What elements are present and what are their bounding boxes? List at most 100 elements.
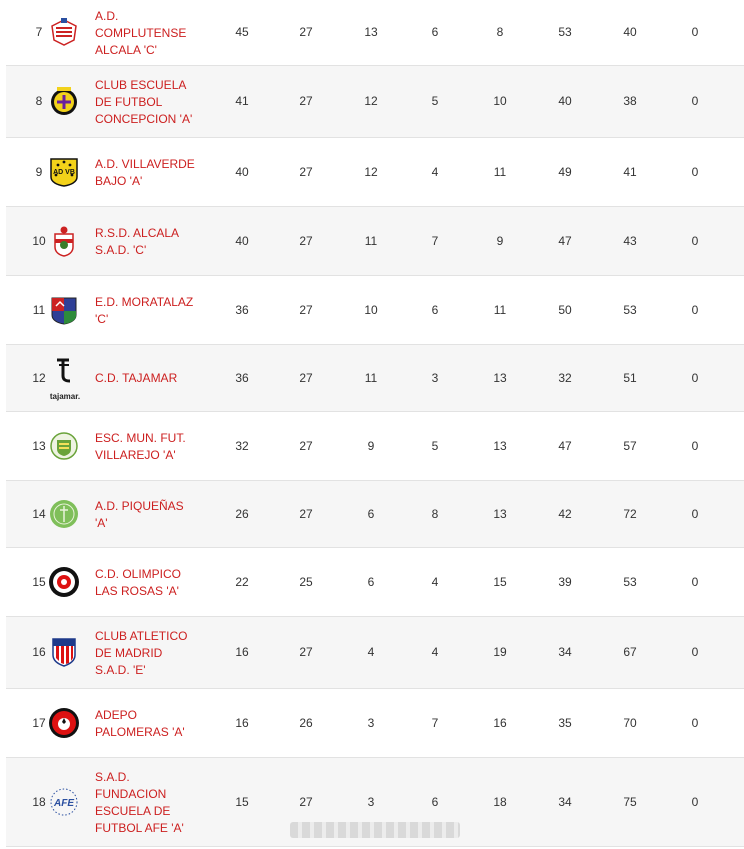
stat-cell-e: 6 (431, 302, 439, 317)
stat-cell-g: 3 (367, 715, 375, 730)
stat-cell-sanc: 0 (691, 94, 699, 108)
table-row: 13 ESC. MUN. FUT. VILLAREJO 'A' 32 27 9 5 13 47 5… (6, 412, 744, 481)
stat-cell-gf: 35 (558, 715, 572, 730)
stat-cell-gf: 47 (558, 233, 572, 248)
stat-cell-e: 6 (431, 794, 439, 809)
stat-cell-gc: 57 (623, 438, 637, 453)
stat-cell-g: 13 (364, 25, 378, 39)
stat-cell-p: 11 (493, 302, 507, 317)
team-name-line: CLUB ESCUELA (95, 77, 187, 92)
team-name-line: 'A' (95, 515, 108, 530)
team-name-link[interactable]: A.D. COMPLUTENSE ALCALA 'C' (95, 8, 203, 59)
stat-cell-p: 19 (493, 645, 507, 659)
stat-cell-gc: 40 (623, 25, 637, 39)
stat-cell-sanc: 0 (691, 715, 699, 730)
position-cell: 8 (35, 94, 43, 108)
stat-cell-sanc: 0 (691, 794, 699, 809)
stat-cell-e: 4 (431, 574, 439, 589)
stat-cell-g: 6 (367, 574, 375, 589)
team-name-link[interactable]: A.D. VILLAVERDE BAJO 'A' (95, 156, 203, 190)
stat-cell-e: 5 (431, 94, 439, 108)
team-name-link[interactable]: C.D. TAJAMAR (95, 370, 203, 387)
team-name-line: DE MADRID (95, 645, 163, 660)
stat-cell-pj: 27 (299, 233, 313, 248)
team-name-link[interactable]: CLUB ATLETICO DE MADRID S.A.D. 'E' (95, 628, 203, 679)
team-name-line: C.D. TAJAMAR (95, 371, 178, 385)
stat-cell-sanc: 0 (691, 25, 699, 39)
stat-cell-gf: 34 (558, 794, 572, 809)
stat-cell-gc: 72 (623, 506, 637, 521)
stat-cell-pts: 40 (235, 233, 249, 248)
table-row: 10 R.S.D. ALCALA S.A.D. 'C' 40 27 11 7 9 47 43 0 (6, 207, 744, 276)
position-cell: 12 (32, 370, 46, 385)
stat-cell-g: 11 (364, 233, 378, 248)
team-name-line: COMPLUTENSE (95, 25, 187, 40)
team-name-link[interactable]: R.S.D. ALCALA S.A.D. 'C' (95, 225, 203, 259)
stat-cell-pts: 26 (235, 506, 249, 521)
stat-cell-p: 11 (493, 164, 507, 179)
concepcion-crest-icon (48, 85, 80, 117)
stat-cell-pj: 26 (299, 715, 313, 730)
stat-cell-pts: 40 (235, 164, 249, 179)
stat-cell-sanc: 0 (691, 645, 699, 659)
stat-cell-p: 13 (493, 370, 507, 385)
team-name-line: CLUB ATLETICO (95, 628, 188, 643)
position-cell: 14 (32, 506, 46, 521)
stat-cell-gc: 70 (623, 715, 637, 730)
team-name-line: S.A.D. (95, 769, 130, 784)
stat-cell-pj: 27 (299, 506, 313, 521)
crest-caption: tajamar. (49, 391, 81, 401)
team-name-line: A.D. PIQUEÑAS (95, 498, 184, 513)
watermark (290, 822, 460, 838)
team-name-link[interactable]: A.D. PIQUEÑAS 'A' (95, 498, 203, 532)
stat-cell-e: 8 (431, 506, 439, 521)
position-cell: 17 (32, 715, 46, 730)
team-name-line: ESCUELA DE (95, 803, 171, 818)
stat-cell-pj: 27 (299, 25, 313, 39)
team-name-link[interactable]: CLUB ESCUELA DE FUTBOL CONCEPCION 'A' (95, 77, 203, 128)
stat-cell-p: 13 (493, 438, 507, 453)
stat-cell-gc: 53 (623, 574, 637, 589)
stat-cell-pj: 27 (299, 438, 313, 453)
team-name-link[interactable]: S.A.D. FUNDACION ESCUELA DE FUTBOL AFE 'A' (95, 769, 203, 837)
team-name-line: BAJO 'A' (95, 173, 143, 188)
position-cell: 9 (35, 164, 43, 179)
team-name-line: FUTBOL AFE 'A' (95, 820, 184, 835)
team-name-link[interactable]: C.D. OLIMPICO LAS ROSAS 'A' (95, 566, 203, 600)
stat-cell-sanc: 0 (691, 438, 699, 453)
team-name-line: VILLAREJO 'A' (95, 447, 176, 462)
stat-cell-gf: 40 (558, 94, 572, 108)
stat-cell-e: 5 (431, 438, 439, 453)
stat-cell-pts: 32 (235, 438, 249, 453)
stat-cell-g: 12 (364, 94, 378, 108)
position-cell: 15 (32, 574, 46, 589)
stat-cell-gc: 67 (623, 645, 637, 659)
tajamar-crest-icon (48, 357, 80, 389)
stat-cell-gc: 41 (623, 164, 637, 179)
stat-cell-sanc: 0 (691, 506, 699, 521)
stat-cell-g: 6 (367, 506, 375, 521)
team-name-line: C.D. OLIMPICO (95, 566, 182, 581)
team-name-line: DE FUTBOL (95, 94, 163, 109)
stat-cell-g: 4 (367, 645, 375, 659)
stat-cell-pj: 27 (299, 645, 313, 659)
table-row: 9 AD VB A.D. VILLAVERDE BAJO 'A' 40 27 12 4 11 49… (6, 138, 744, 207)
stat-cell-g: 3 (367, 794, 375, 809)
team-name-line: ALCALA 'C' (95, 42, 157, 57)
stat-cell-gc: 43 (623, 233, 637, 248)
team-name-link[interactable]: E.D. MORATALAZ 'C' (95, 294, 203, 328)
table-row: 7 A.D. COMPLUTENSE ALCALA 'C' 45 27 13 6 8 53 40 0 (6, 0, 744, 66)
stat-cell-e: 6 (431, 25, 439, 39)
team-name-link[interactable]: ADEPO PALOMERAS 'A' (95, 707, 203, 741)
stat-cell-pts: 16 (235, 645, 249, 659)
villarejo-crest-icon (48, 430, 80, 462)
stat-cell-e: 4 (431, 645, 439, 659)
stat-cell-p: 16 (493, 715, 507, 730)
stat-cell-gf: 49 (558, 164, 572, 179)
team-name-link[interactable]: ESC. MUN. FUT. VILLAREJO 'A' (95, 430, 203, 464)
team-name-line: A.D. (95, 8, 119, 23)
complutense-crest-icon (48, 16, 80, 48)
stat-cell-gc: 51 (623, 370, 637, 385)
stat-cell-e: 7 (431, 715, 439, 730)
stat-cell-e: 3 (431, 370, 439, 385)
